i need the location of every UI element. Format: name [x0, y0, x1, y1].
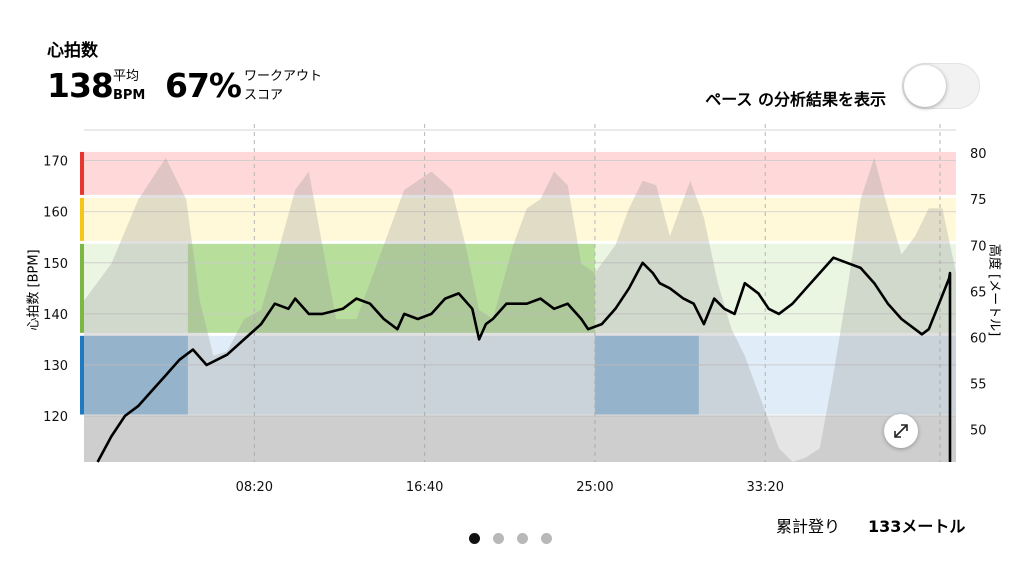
zone-indicator-zone5 — [80, 151, 84, 195]
right-axis-title: 高度 [メートル] — [986, 243, 1002, 337]
y-left-tick-label: 120 — [43, 410, 68, 425]
page-title: 心拍数 — [47, 41, 98, 61]
zone-band-zone4 — [84, 197, 956, 241]
page-dot[interactable] — [517, 533, 528, 544]
y-right-tick-label: 65 — [970, 285, 987, 300]
y-left-tick-label: 160 — [43, 206, 68, 221]
heart-rate-line — [96, 256, 952, 463]
toggle-knob — [904, 65, 946, 107]
workout-score-label: ワークアウト — [244, 69, 323, 84]
bpm-unit-label: BPM — [113, 88, 146, 103]
page-dot[interactable] — [493, 533, 504, 544]
pace-toggle-label: ペース の分析結果を表示 — [705, 90, 886, 109]
below-zone-background — [84, 416, 956, 462]
y-right-tick-label: 75 — [970, 193, 987, 208]
zone-indicator-zone3 — [80, 243, 84, 333]
zone-band-zone3 — [84, 243, 956, 333]
y-right-tick-label: 70 — [970, 239, 987, 254]
zone-highlight-zone2 — [84, 335, 188, 415]
workout-score-value: 67% — [165, 66, 242, 105]
zone-highlight-zone2 — [594, 335, 699, 415]
total-ascent-label: 累計登り — [776, 517, 841, 536]
left-axis-title: 心拍数 [BPM] — [26, 249, 42, 331]
page-indicator — [469, 533, 552, 544]
page-dot[interactable] — [541, 533, 552, 544]
y-right-tick-label: 50 — [970, 424, 987, 439]
average-label: 平均 — [113, 69, 140, 84]
y-left-tick-label: 170 — [43, 155, 68, 170]
page-dot[interactable] — [469, 533, 480, 544]
x-tick-label: 33:20 — [747, 480, 784, 495]
total-ascent-value: 133メートル — [868, 517, 966, 536]
y-right-tick-label: 80 — [970, 147, 987, 162]
y-left-tick-label: 140 — [43, 308, 68, 323]
y-right-tick-label: 55 — [970, 378, 987, 393]
zone-band-zone5 — [84, 151, 956, 195]
zone-highlight-zone3 — [187, 243, 595, 333]
pace-toggle-switch[interactable] — [902, 63, 980, 109]
y-left-tick-label: 150 — [43, 257, 68, 272]
zone-band-zone2 — [84, 335, 956, 415]
x-tick-label: 16:40 — [406, 480, 443, 495]
y-right-tick-label: 60 — [970, 332, 987, 347]
score-label: スコア — [244, 88, 284, 103]
altitude-area — [84, 157, 956, 462]
y-left-tick-label: 130 — [43, 359, 68, 374]
zone-indicator-zone2 — [80, 335, 84, 415]
zone-indicator-zone4 — [80, 197, 84, 241]
x-tick-label: 08:20 — [236, 480, 273, 495]
average-bpm-value: 138 — [47, 66, 114, 105]
x-tick-label: 25:00 — [576, 480, 613, 495]
expand-chart-button[interactable] — [884, 414, 918, 448]
expand-icon — [894, 424, 908, 438]
